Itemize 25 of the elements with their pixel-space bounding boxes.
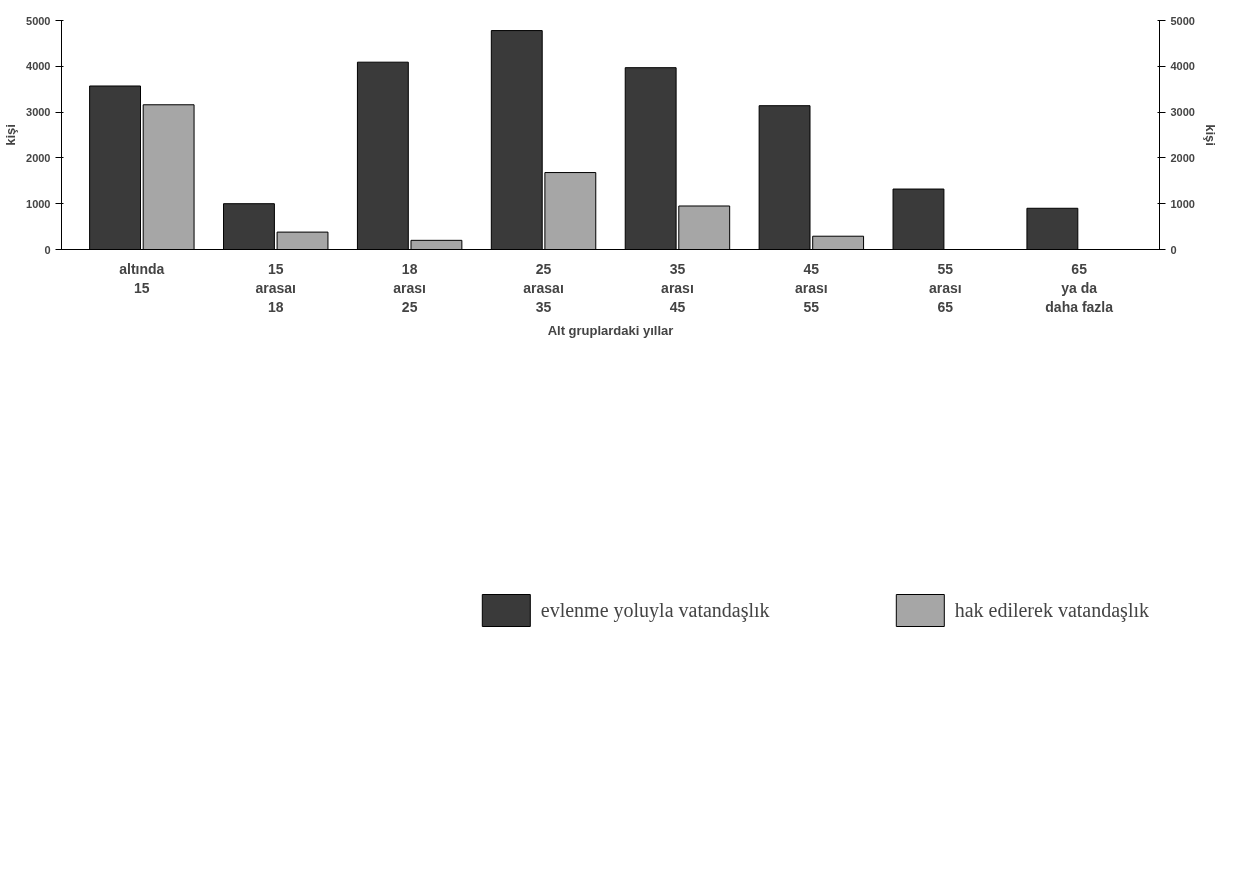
y2-tick-label: 0 [1170, 243, 1177, 256]
y-tick-label: 5000 [26, 14, 51, 27]
x-axis-title: Alt gruplardaki yıllar [547, 322, 674, 338]
x-tick-label: 15 arasaı 18 [255, 260, 296, 315]
y-tick-label: 0 [44, 243, 51, 256]
x-tick-label: altında 15 [119, 260, 165, 296]
y-tick-label: 4000 [26, 60, 51, 73]
y-tick-label: 3000 [26, 106, 51, 119]
x-tick-label: 35 arası 45 [661, 260, 694, 315]
y2-tick-label: 4000 [1170, 60, 1195, 73]
y2-tick-label: 5000 [1170, 14, 1195, 27]
y2-axis-title: kişi [1202, 124, 1218, 146]
legend-label: evlenme yoluyla vatandaşlık [540, 598, 770, 622]
y-tick-label: 1000 [26, 197, 51, 210]
y2-tick-label: 2000 [1170, 151, 1195, 164]
y2-tick-label: 3000 [1170, 106, 1195, 119]
y2-tick-label: 1000 [1170, 197, 1195, 210]
x-tick-label: 55 arası 65 [928, 260, 962, 315]
x-tick-label: 45 arası 55 [795, 260, 828, 315]
x-tick-label: 18 arası 25 [393, 260, 426, 315]
y-axis-title: kişi [3, 124, 19, 146]
legend-label: hak edilerek vatandaşlık [954, 598, 1149, 622]
x-tick-label: 65 ya da daha fazla [1045, 260, 1114, 315]
y-tick-label: 2000 [26, 151, 51, 164]
x-tick-label: 25 arasaı 35 [523, 260, 564, 315]
